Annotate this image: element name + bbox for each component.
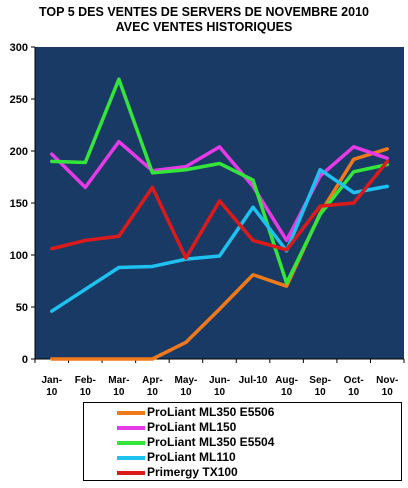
x-tick-label: 10 <box>382 387 394 398</box>
y-tick-label: 150 <box>10 198 28 210</box>
legend-label: ProLiant ML350 E5506 <box>147 405 275 419</box>
x-tick-label: 10 <box>46 387 58 398</box>
x-tick-label: Aug- <box>275 375 298 386</box>
x-tick-label: 10 <box>113 387 125 398</box>
legend-item: ProLiant ML350 E5506 <box>84 405 401 420</box>
x-tick-label: 10 <box>180 387 192 398</box>
x-tick-labels: Jan-10Feb-10Mar-10Apr-10May-10Jun-10Jul-… <box>41 375 398 398</box>
series-line-primergy-tx100 <box>50 159 389 260</box>
x-tick-label: Jan- <box>41 375 62 386</box>
y-tick-label: 200 <box>10 146 28 158</box>
legend-label: ProLiant ML110 <box>147 450 236 464</box>
legend-label: ProLiant ML150 <box>147 420 237 434</box>
x-tick-label: Jun- <box>209 375 230 386</box>
y-tick-label: 250 <box>10 94 28 106</box>
legend-label: Primergy TX100 <box>147 465 238 479</box>
legend: ProLiant ML350 E5506 ProLiant ML150 ProLia… <box>83 402 402 481</box>
legend-item: ProLiant ML350 E5504 <box>84 435 401 450</box>
series-line-proliant-ml110 <box>50 167 389 313</box>
series-line-proliant-ml350-e5504 <box>50 77 389 285</box>
x-tick-label: Nov- <box>376 375 398 386</box>
series-line-proliant-ml150 <box>50 139 389 243</box>
y-tick-label: 0 <box>22 354 28 366</box>
legend-swatch <box>117 426 145 430</box>
x-tick-label: 10 <box>348 387 360 398</box>
legend-label: ProLiant ML350 E5504 <box>147 435 275 449</box>
x-tick-label: 10 <box>315 387 327 398</box>
x-tick-label: Sep- <box>309 375 331 386</box>
x-tick-label: May- <box>175 375 198 386</box>
x-tick-label: Oct- <box>344 375 364 386</box>
x-tick-label: 10 <box>147 387 159 398</box>
x-tick-label: 10 <box>281 387 293 398</box>
legend-swatch <box>117 411 145 415</box>
legend-swatch <box>117 441 145 445</box>
legend-swatch <box>117 456 145 460</box>
series-lines <box>50 77 389 361</box>
x-tick-label: Jul-10 <box>239 375 268 386</box>
x-tick-label: 10 <box>80 387 92 398</box>
x-tick-label: Feb- <box>75 375 96 386</box>
legend-swatch <box>117 471 145 475</box>
legend-item: Primergy TX100 <box>84 465 401 480</box>
y-tick-labels: 0 50 100 150 200 250 300 <box>10 42 28 366</box>
y-tick-label: 300 <box>10 42 28 54</box>
axes <box>31 46 405 363</box>
legend-item: ProLiant ML110 <box>84 450 401 465</box>
chart-title-line-1: TOP 5 DES VENTES DE SERVERS DE NOVEMBRE … <box>39 5 369 19</box>
chart-title-line-2: AVEC VENTES HISTORIQUES <box>115 20 293 34</box>
x-tick-label: Apr- <box>142 375 163 386</box>
series-line-proliant-ml350-e5506 <box>50 147 389 361</box>
x-tick-label: Mar- <box>108 375 129 386</box>
y-tick-label: 100 <box>10 250 28 262</box>
legend-item: ProLiant ML150 <box>84 420 401 435</box>
x-tick-label: 10 <box>214 387 226 398</box>
y-tick-label: 50 <box>16 302 28 314</box>
